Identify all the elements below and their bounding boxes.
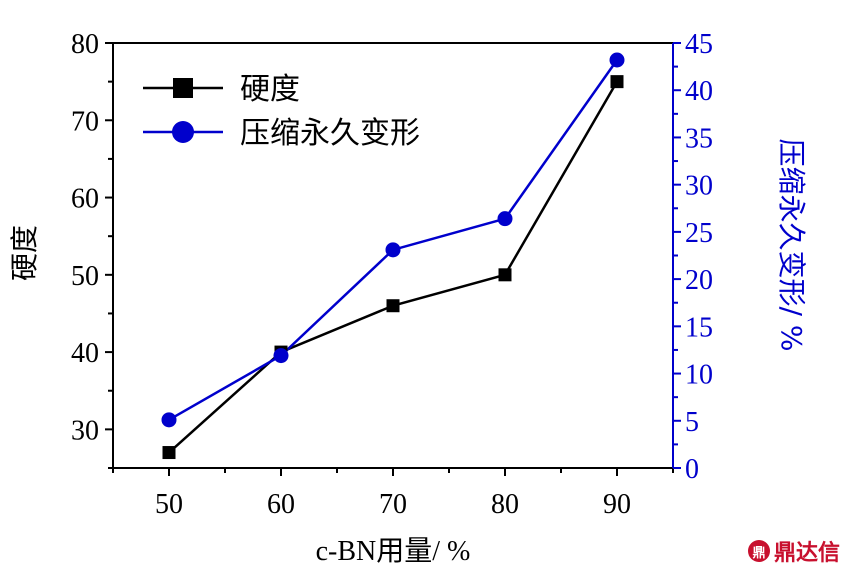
right-y-tick-label: 40 <box>685 76 713 107</box>
x-tick-label: 70 <box>379 489 407 520</box>
data-point-square <box>162 446 176 460</box>
data-point-circle <box>497 211 513 227</box>
data-point-square <box>610 75 624 89</box>
x-axis-title: c-BN用量/ % <box>316 536 471 567</box>
right-y-axis: 0 5 10 15 20 25 30 35 40 45 <box>673 29 713 485</box>
right-y-tick-label: 45 <box>685 29 713 60</box>
x-tick-label: 80 <box>491 489 519 520</box>
x-tick-label: 50 <box>155 489 183 520</box>
watermark: 鼎 鼎达信 <box>747 535 840 567</box>
right-y-axis-title: 压缩永久变形/ % <box>775 139 808 352</box>
right-y-tick-label: 25 <box>685 218 713 249</box>
right-y-tick-label: 15 <box>685 312 713 343</box>
series-line <box>168 59 619 421</box>
legend-label: 硬度 <box>240 72 300 107</box>
data-point-circle <box>273 348 289 364</box>
legend-square-icon <box>173 78 193 98</box>
right-y-tick-label: 10 <box>685 360 713 391</box>
right-y-tick-label: 35 <box>685 123 713 154</box>
data-point-circle <box>609 52 625 68</box>
x-axis: 50 60 70 80 90 <box>112 468 674 520</box>
right-y-tick-label: 20 <box>685 265 713 296</box>
right-y-tick-label: 30 <box>685 171 713 202</box>
legend-label: 压缩永久变形 <box>240 116 420 151</box>
data-point-circle <box>385 242 401 258</box>
data-point-circle <box>161 412 177 428</box>
left-y-tick-label: 80 <box>71 29 99 60</box>
left-y-tick-label: 60 <box>71 184 99 215</box>
left-y-tick-label: 40 <box>71 338 99 369</box>
right-y-tick-label: 0 <box>685 454 699 485</box>
left-y-axis-title: 硬度 <box>8 225 41 281</box>
left-y-tick-label: 50 <box>71 261 99 292</box>
data-point-square <box>498 268 512 282</box>
left-y-axis: 30 40 50 60 70 80 <box>71 29 113 469</box>
watermark-text: 鼎达信 <box>773 541 840 566</box>
legend-circle-icon <box>172 121 194 143</box>
series-layer <box>161 52 625 460</box>
x-tick-label: 60 <box>267 489 295 520</box>
left-y-tick-label: 30 <box>71 415 99 446</box>
data-point-square <box>386 299 400 313</box>
watermark-logo-icon: 鼎 <box>747 540 770 562</box>
x-tick-label: 90 <box>603 489 631 520</box>
left-y-tick-label: 70 <box>71 106 99 137</box>
right-y-tick-label: 5 <box>685 407 699 438</box>
